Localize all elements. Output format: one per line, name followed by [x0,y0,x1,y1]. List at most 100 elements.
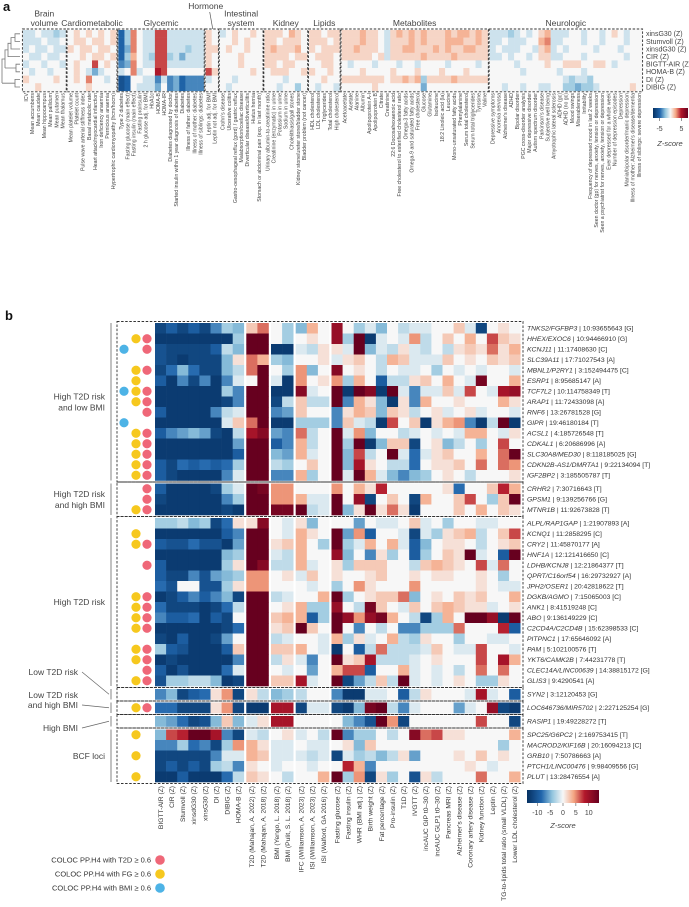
heatmap-cell [599,37,606,46]
locus-label: QPRT/C16orf54 | 16:29732927 [A] [527,573,631,580]
gene-name: C2CD4A/C2CD4B [527,626,583,633]
heatmap-cell [257,549,269,561]
heatmap-cell [409,323,421,334]
heatmap-cell [179,68,186,76]
heatmap-cell [342,375,354,387]
heatmap-cell [509,612,521,624]
heatmap-cell [154,52,162,61]
coloc-t2d-dot [142,386,152,396]
heatmap-cell [246,396,258,408]
heatmap-cell [409,729,421,741]
heatmap-cell [469,75,476,84]
heatmap-cell [282,504,294,516]
heatmap-cell [317,602,330,613]
heatmap-cell [331,602,343,613]
heatmap-cell [442,602,454,613]
heatmap-cell [177,386,189,397]
heatmap-cell [498,504,510,516]
heatmap-cell [342,665,354,676]
heatmap-cell [342,771,354,783]
heatmap-cell [475,675,488,687]
heatmap-cell [464,333,477,345]
heatmap-cell [155,581,167,592]
heatmap-cell [342,750,354,762]
heatmap-cell [232,407,245,418]
locus-position: | 19:46180184 [T] [544,420,599,427]
heatmap-cell [244,45,251,54]
column-label: Fasting insulin (main effect) [131,93,137,157]
locus-label: CRY2 | 11:45870177 [A] [527,542,600,549]
heatmap-cell [23,52,30,61]
heatmap-cell [375,591,388,603]
heatmap-cell [342,494,354,505]
heatmap-cell [295,740,308,751]
heatmap-cell [445,37,452,46]
heatmap-cell [575,75,582,84]
heatmap-cell [270,60,277,69]
heatmap-cell [282,702,294,714]
heatmap-cell [210,470,222,481]
heatmap-cell [509,702,521,714]
heatmap-cell [232,591,245,603]
heatmap-cell [166,518,178,529]
heatmap-cell [498,581,510,592]
heatmap-cell [264,52,271,61]
heatmap-cell [353,449,366,460]
heatmap-cell [489,30,497,38]
heatmap-cell [587,30,594,38]
heatmap-cell [498,333,510,345]
heatmap-cell [378,45,385,54]
heatmap-cell [409,612,421,624]
heatmap-cell [375,428,388,439]
heatmap-cell [166,483,178,495]
locus-position: | 8:41519248 [C] [545,605,597,612]
heatmap-cell [331,528,343,540]
locus-label: SLC30A8/MED30 | 8:118185025 [G] [527,452,636,459]
heatmap-cell [177,459,189,471]
coloc-fg-dot [131,751,141,761]
heatmap-cell [384,45,391,54]
heatmap-cell [199,438,211,450]
heatmap-cell [136,60,144,69]
heatmap-cell [364,396,377,408]
heatmap-cell [188,602,200,613]
heatmap-cell [347,83,355,92]
leader-line [81,671,110,695]
heatmap-cell [142,30,150,38]
heatmap-cell [365,45,373,54]
heatmap-cell [509,729,521,741]
heatmap-cell [295,494,308,505]
heatmap-cell [387,570,399,582]
heatmap-cell [442,344,454,355]
heatmap-cell [317,494,330,505]
column-label: Diabetes diagnosed by doctor [168,93,174,162]
heatmap-cell [41,60,48,69]
heatmap-cell [486,602,499,613]
column-label: Stomach or abdominal pain (exp. in last … [257,93,263,202]
heatmap-cell [317,333,330,345]
heatmap-cell [409,581,421,592]
heatmap-cell [359,75,367,84]
heatmap-cell [469,52,476,61]
heatmap-cell [635,30,643,38]
heatmap-cell [210,386,222,397]
heatmap-cell [398,675,410,687]
heatmap-cell [177,689,189,700]
heatmap-cell [177,750,189,762]
heatmap-cell [246,438,258,450]
heatmap-cell [67,30,75,38]
heatmap-cell [387,518,399,529]
heatmap-cell [387,459,399,471]
heatmap-cell [508,45,515,54]
heatmap-cell [29,68,36,76]
heatmap-cell [475,323,488,334]
heatmap-cell [387,323,399,334]
heatmap-cell [509,675,521,687]
heatmap-cell [179,75,186,84]
heatmap-cell [188,459,200,471]
column-label: Serum total triglycerides [470,93,476,149]
heatmap-cell [295,560,308,571]
heatmap-cell [442,581,454,592]
heatmap-cell [177,354,189,366]
heatmap-cell [509,354,521,366]
